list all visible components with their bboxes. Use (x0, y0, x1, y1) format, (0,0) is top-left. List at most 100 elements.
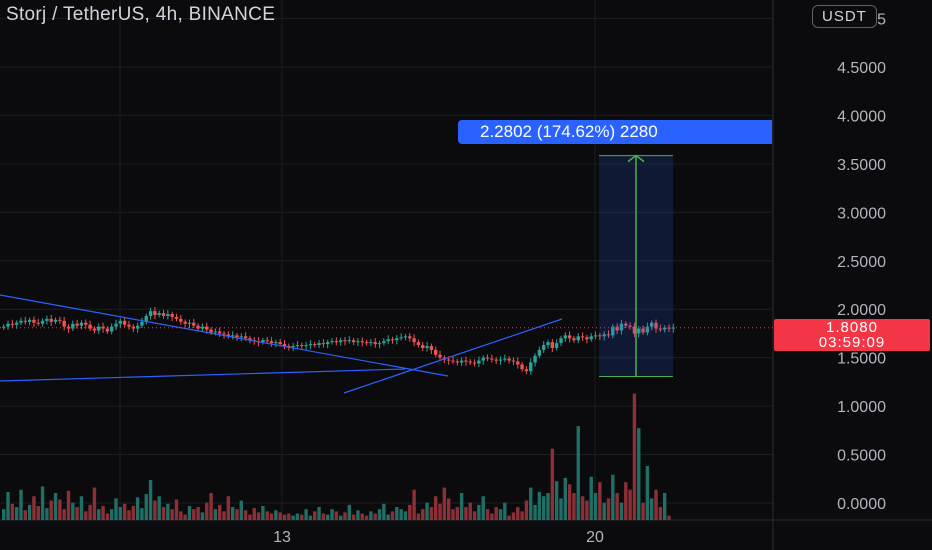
volume-bar (334, 511, 339, 520)
volume-bar (308, 515, 313, 520)
candle-body (321, 343, 326, 345)
volume-bar (529, 487, 533, 520)
trendline-descending[interactable] (0, 294, 449, 377)
volume-bar (49, 500, 53, 520)
candle-body (446, 359, 451, 361)
volume-bar (243, 510, 248, 520)
candle-body (412, 338, 416, 343)
volume-bar (516, 507, 520, 520)
volume-bar (667, 515, 671, 520)
volume-bar (200, 512, 205, 520)
candle-body (438, 354, 442, 358)
volume-bar (434, 496, 438, 520)
candle-body (75, 323, 79, 326)
volume-bar (524, 500, 529, 520)
trendline-support[interactable] (0, 368, 406, 382)
volume-bar (183, 514, 187, 520)
volume-bar (235, 509, 239, 520)
candle-body (243, 336, 248, 339)
volume-bar (481, 496, 485, 520)
candle-body (516, 361, 520, 365)
candle-body (122, 320, 127, 325)
volume-bar (19, 489, 23, 520)
volume-bar (166, 503, 170, 520)
volume-bar (572, 493, 576, 520)
volume-bar (105, 513, 110, 520)
volume-bar (192, 509, 196, 520)
volume-bar (637, 428, 641, 520)
volume-bar (550, 448, 555, 520)
volume-bar (364, 515, 369, 520)
candle-body (477, 360, 481, 364)
candle-body (213, 331, 218, 333)
volume-bar (226, 496, 231, 520)
candle-body (265, 340, 269, 342)
candle-body (615, 326, 619, 331)
volume-bar (503, 502, 507, 520)
candle-body (451, 360, 455, 362)
candle-body (390, 339, 395, 341)
candle-body (144, 315, 148, 322)
volume-bar (153, 500, 157, 520)
volume-bar (261, 505, 265, 520)
candle-body (196, 325, 200, 329)
volume-bar (71, 502, 75, 520)
volume-bar (576, 426, 580, 520)
candle-body (472, 362, 477, 364)
candle-body (127, 324, 131, 327)
volume-bar (412, 489, 416, 520)
candle-body (421, 345, 425, 348)
volume-bar (92, 487, 97, 520)
candle-body (19, 320, 23, 323)
candle-body (209, 329, 213, 333)
volume-bar (88, 504, 92, 520)
volume-bar (66, 490, 71, 520)
volume-bar (274, 510, 278, 520)
candle-body (369, 342, 373, 344)
volume-bar (598, 482, 602, 520)
volume-bar (611, 474, 615, 520)
candle-body (62, 320, 66, 327)
volume-bar (32, 496, 36, 520)
candle-body (71, 323, 75, 329)
candle-body (148, 311, 153, 316)
currency-selector-button[interactable]: USDT (812, 5, 877, 28)
volume-bar (101, 505, 105, 520)
candle-body (498, 359, 503, 361)
volume-bar (53, 493, 58, 520)
volume-bar (140, 508, 144, 520)
volume-bar (641, 502, 645, 520)
candle-body (403, 336, 408, 338)
candle-body (606, 334, 611, 336)
candle-body (598, 335, 602, 337)
candle-body (235, 335, 239, 338)
volume-bar (196, 507, 200, 520)
volume-bar (23, 510, 27, 520)
volume-bar (442, 487, 447, 520)
volume-bar (654, 489, 658, 520)
volume-bar (494, 507, 498, 520)
candle-body (183, 321, 187, 324)
candle-body (135, 325, 140, 329)
volume-bar (369, 511, 373, 520)
volume-bar (174, 499, 179, 520)
candle-body (481, 357, 485, 361)
candle-body (92, 328, 97, 331)
candle-body (330, 341, 334, 343)
candle-body (79, 322, 84, 326)
volume-bar (256, 512, 261, 520)
candle-body (45, 318, 49, 321)
candle-body (585, 337, 589, 340)
trendline-ascending[interactable] (343, 318, 563, 394)
candle-body (140, 321, 144, 326)
volume-bar (455, 507, 459, 520)
candle-body (40, 320, 45, 324)
volume-bar (45, 508, 49, 520)
candle-body (179, 318, 183, 322)
volume-bar (27, 504, 32, 520)
volume-bar (300, 514, 304, 520)
volume-bar (624, 482, 628, 520)
volume-bar (269, 513, 274, 520)
volume-bar (416, 513, 421, 520)
